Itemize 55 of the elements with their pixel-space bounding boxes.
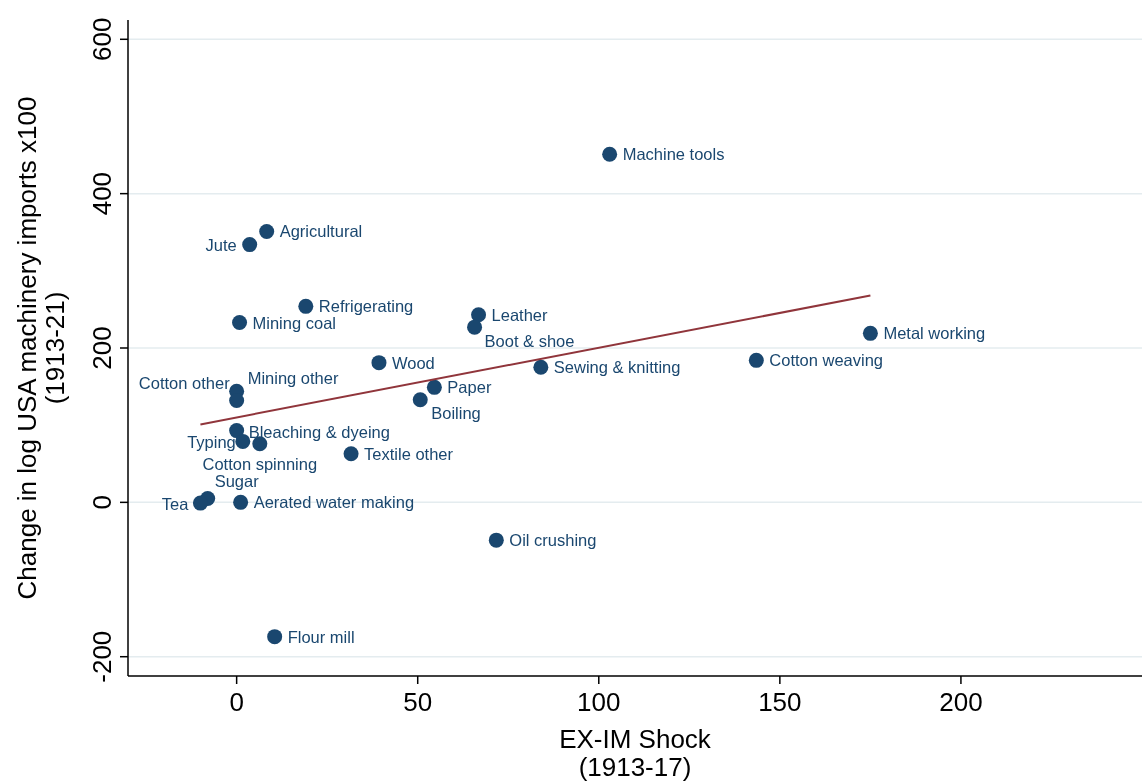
y-tick-label: 0: [87, 495, 117, 510]
point: [371, 355, 387, 371]
data-label: Sugar: [214, 472, 260, 491]
x-axis-title: EX-IM Shock (1913-17): [559, 724, 712, 782]
y-tick-label: -200: [87, 630, 117, 683]
data-label: Tea: [161, 495, 190, 514]
point: [862, 325, 878, 341]
data-label: Mining coal: [252, 313, 337, 332]
data-label: Aerated water making: [253, 493, 415, 512]
x-tick-label: 150: [758, 687, 802, 717]
point: [192, 495, 208, 511]
point: [488, 532, 504, 548]
point: [259, 223, 275, 239]
y-tick-label: 400: [87, 171, 117, 216]
data-label: Wood: [391, 353, 435, 372]
y-tick-label: 600: [87, 17, 117, 61]
data-label: Metal working: [883, 324, 986, 343]
data-label: Paper: [447, 378, 492, 397]
point: [467, 319, 483, 335]
data-label: Agricultural: [279, 222, 363, 241]
x-tick-label: 200: [939, 687, 983, 717]
data-label: Mining other: [247, 369, 339, 388]
data-label: Cotton spinning: [202, 454, 318, 473]
data-label: Oil crushing: [509, 531, 597, 550]
y-tick-label: 200: [87, 326, 117, 370]
point: [412, 392, 428, 408]
x-tick-label: 0: [229, 687, 244, 717]
point: [426, 379, 442, 395]
data-label: Sewing & knitting: [553, 358, 681, 377]
point: [233, 494, 249, 510]
x-tick-label: 50: [403, 687, 433, 717]
data-label: Jute: [205, 235, 237, 254]
data-label: Bleaching & dyeing: [248, 422, 390, 441]
point: [343, 446, 359, 462]
data-label: Leather: [491, 305, 549, 324]
data-label: Boot & shoe: [484, 332, 575, 351]
data-label: Textile other: [364, 444, 454, 463]
y-axis-title: Change in log USA machinery imports x100 (1913-21): [12, 96, 70, 600]
data-label: Typing: [187, 433, 236, 452]
data-label: Cotton other: [138, 374, 231, 393]
point: [298, 298, 314, 314]
point: [242, 237, 258, 253]
data-label: Flour mill: [287, 627, 355, 646]
point: [533, 359, 549, 375]
point: [471, 307, 487, 323]
x-tick-label: 100: [577, 687, 621, 717]
data-label: Machine tools: [622, 145, 725, 164]
point: [232, 315, 248, 331]
point: [748, 352, 764, 368]
data-label: Refrigerating: [318, 297, 414, 316]
data-label: Cotton weaving: [769, 351, 884, 370]
point: [235, 433, 251, 449]
point: [267, 629, 283, 645]
point: [602, 146, 618, 162]
data-label: Boiling: [431, 403, 481, 422]
